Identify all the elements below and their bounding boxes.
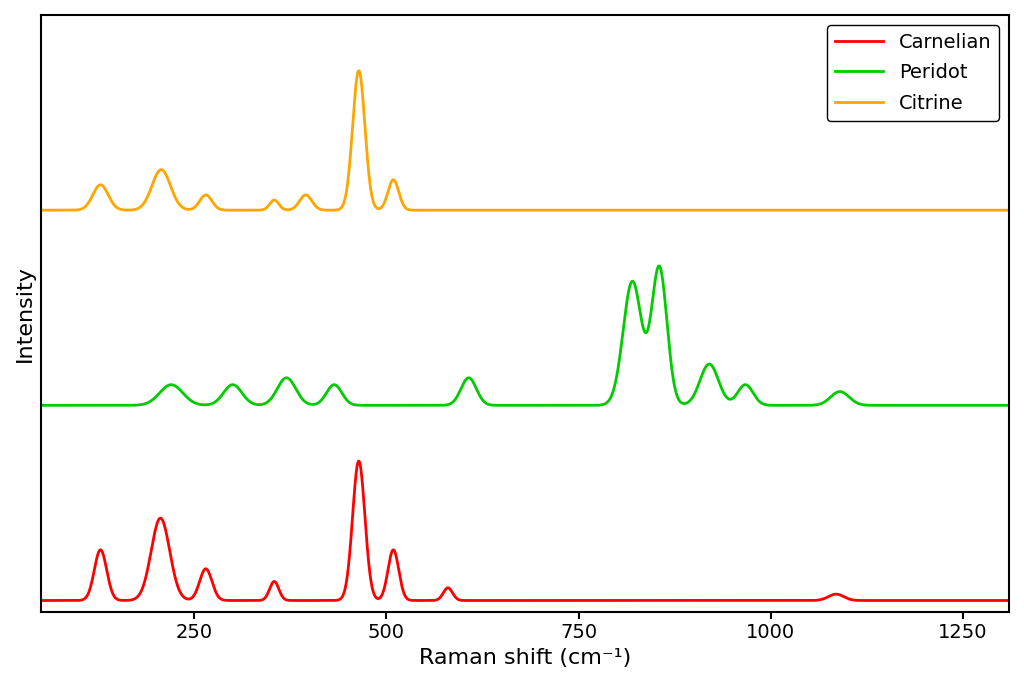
Carnelian [35, 596, 47, 604]
Line: Peridot: Peridot [41, 266, 1009, 405]
Y-axis label: Intensity: Intensity [15, 265, 35, 362]
Citrine [758, 206, 770, 214]
Carnelian [665, 596, 677, 604]
Citrine [404, 206, 417, 214]
Peridot [35, 401, 47, 409]
Peridot [615, 341, 628, 349]
Citrine [1002, 206, 1015, 214]
Line: Carnelian: Carnelian [41, 461, 1009, 600]
Carnelian [757, 596, 769, 604]
Carnelian [352, 457, 365, 465]
Peridot [665, 354, 677, 363]
Peridot [830, 388, 843, 396]
Citrine [210, 203, 222, 211]
Citrine [615, 206, 628, 214]
Carnelian [615, 596, 628, 604]
X-axis label: Raman shift (cm⁻¹): Raman shift (cm⁻¹) [419, 648, 631, 668]
Line: Citrine: Citrine [41, 71, 1009, 210]
Carnelian [1002, 596, 1015, 604]
Citrine [432, 206, 444, 214]
Citrine [352, 67, 365, 75]
Peridot [757, 400, 769, 408]
Peridot [210, 397, 222, 405]
Citrine [831, 206, 844, 214]
Citrine [665, 206, 677, 214]
Peridot [652, 262, 665, 270]
Carnelian [404, 596, 417, 604]
Legend: Carnelian, Peridot, Citrine: Carnelian, Peridot, Citrine [827, 25, 999, 121]
Carnelian [210, 589, 222, 598]
Peridot [1002, 401, 1015, 409]
Peridot [404, 401, 417, 409]
Carnelian [830, 590, 843, 598]
Citrine [35, 206, 47, 214]
